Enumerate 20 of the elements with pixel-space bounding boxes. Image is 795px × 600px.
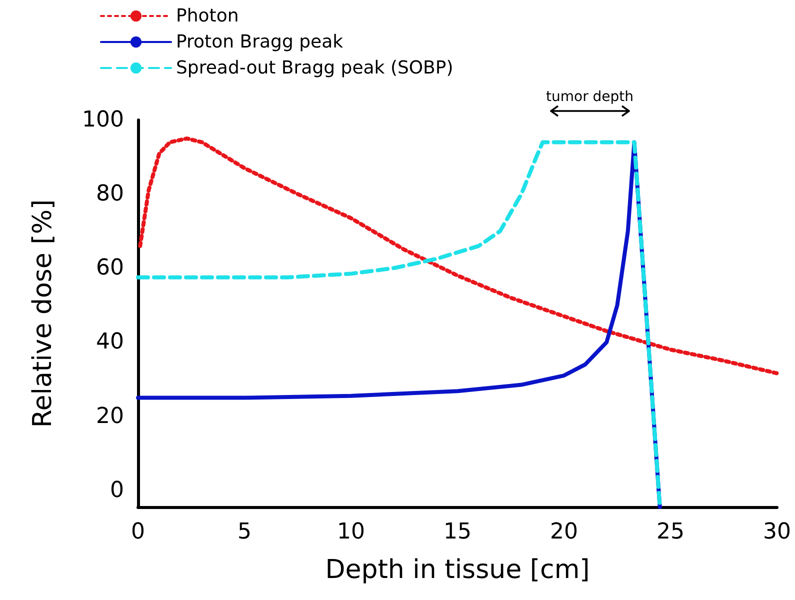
x-tick-label: 15 <box>444 520 472 544</box>
y-tick-label: 100 <box>82 108 124 132</box>
y-tick-label: 20 <box>96 404 124 429</box>
text: tumor depth <box>546 89 634 105</box>
x-tick-label: 5 <box>238 520 252 544</box>
y-tick-label: 40 <box>96 330 124 355</box>
legend-label: Photon <box>176 6 239 26</box>
x-tick-label: 30 <box>763 520 791 544</box>
legend-label: Spread-out Bragg peak (SOBP) <box>176 58 454 78</box>
x-tick-label: 20 <box>550 520 578 544</box>
y-axis-title: Relative dose [%] <box>28 199 58 428</box>
y-tick-label: 80 <box>96 182 124 207</box>
line-series <box>138 136 779 376</box>
y-tick-label: 0 <box>110 478 124 503</box>
x-tick-label: 10 <box>337 520 365 544</box>
x-tick-label: 0 <box>131 520 145 544</box>
legend-label: Proton Bragg peak <box>176 32 344 52</box>
y-tick-label: 60 <box>96 256 124 281</box>
x-tick-label: 25 <box>656 520 684 544</box>
x-axis-title: Depth in tissue [cm] <box>325 555 590 585</box>
